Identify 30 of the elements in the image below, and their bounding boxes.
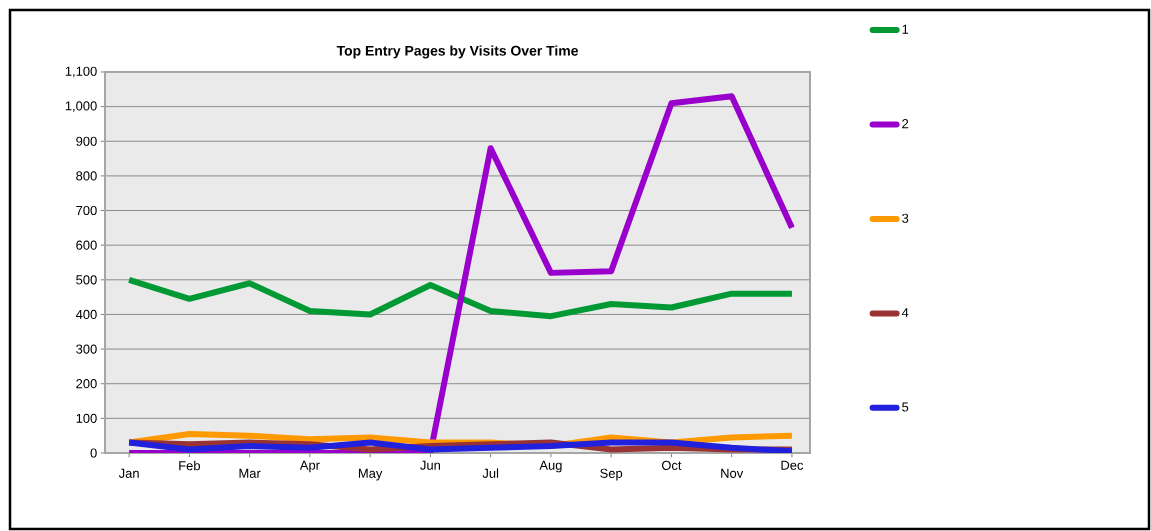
x-tick-label: Apr [299, 460, 320, 473]
x-tick-label: Jul [482, 468, 499, 478]
y-tick-label: 1,100 [65, 66, 97, 78]
x-tick-label: Jan [118, 468, 139, 478]
x-tick-label: Mar [239, 468, 261, 478]
x-tick-label: Jun [420, 460, 440, 470]
legend-label: 1 [902, 24, 909, 34]
y-tick-label: 600 [76, 240, 97, 250]
legend-label: 3 [902, 213, 909, 223]
chart-title: Top Entry Pages by Visits Over Time [336, 45, 578, 59]
y-tick-label: 800 [76, 171, 97, 181]
x-tick-label: Nov [721, 468, 744, 478]
x-tick-label: Dec [781, 460, 804, 470]
y-tick-label: 300 [76, 344, 97, 354]
y-tick-label: 100 [76, 413, 97, 423]
y-tick-label: 500 [76, 275, 97, 285]
y-tick-label: 900 [76, 136, 97, 146]
legend-label: 5 [902, 402, 909, 412]
x-tick-label: May [358, 468, 383, 481]
y-tick-label: 1,000 [65, 101, 97, 112]
x-tick-label: Oct [661, 460, 682, 470]
y-tick-label: 200 [76, 379, 97, 389]
y-tick-label: 700 [76, 205, 97, 216]
x-tick-label: Sep [600, 468, 623, 481]
legend-label: 4 [901, 308, 909, 318]
legend-label: 2 [902, 119, 909, 129]
y-tick-label: 0 [90, 448, 97, 458]
y-tick-label: 400 [75, 309, 97, 320]
x-tick-label: Feb [179, 460, 200, 471]
x-tick-label: Aug [539, 460, 562, 473]
